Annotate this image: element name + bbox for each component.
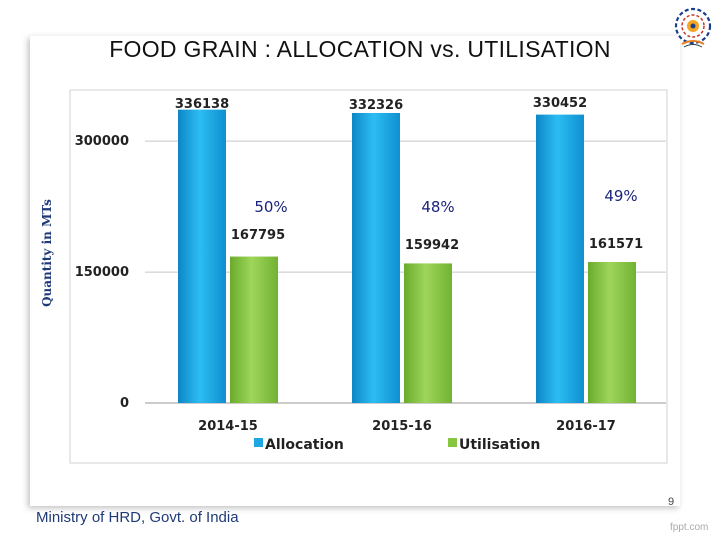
footer-organization: Ministry of HRD, Govt. of India <box>36 509 239 526</box>
y-tick-label: 0 <box>120 396 129 411</box>
allocation-value-label: 332326 <box>349 98 403 113</box>
utilisation-bar <box>588 261 636 403</box>
allocation-value-label: 336138 <box>175 97 229 112</box>
legend-swatch <box>254 438 263 447</box>
utilisation-value-label: 159942 <box>405 238 459 253</box>
x-tick-label: 2016-17 <box>556 419 616 434</box>
watermark: fppt.com <box>670 522 709 533</box>
page-number: 9 <box>668 496 675 508</box>
y-tick-label: 300000 <box>75 134 129 149</box>
y-axis-label: Quantity in MTs <box>40 199 54 307</box>
legend-label: Allocation <box>265 437 344 453</box>
utilisation-value-label: 161571 <box>589 237 643 252</box>
percentage-annotation: 50% <box>254 198 287 216</box>
allocation-value-label: 330452 <box>533 96 587 111</box>
utilisation-value-label: 167795 <box>231 228 285 243</box>
allocation-bar <box>536 114 584 403</box>
slide-title: FOOD GRAIN : ALLOCATION vs. UTILISATION <box>109 36 611 62</box>
mhrd-emblem-icon <box>668 2 718 64</box>
y-tick-label: 150000 <box>75 265 129 280</box>
x-tick-label: 2015-16 <box>372 419 432 434</box>
utilisation-bar <box>230 256 278 403</box>
legend-swatch <box>448 438 457 447</box>
x-tick-label: 2014-15 <box>198 419 258 434</box>
allocation-bar <box>178 109 226 404</box>
percentage-annotation: 49% <box>604 187 637 205</box>
allocation-bar <box>352 112 400 404</box>
percentage-annotation: 48% <box>421 198 454 216</box>
legend-label: Utilisation <box>459 437 540 453</box>
utilisation-bar <box>404 263 452 403</box>
